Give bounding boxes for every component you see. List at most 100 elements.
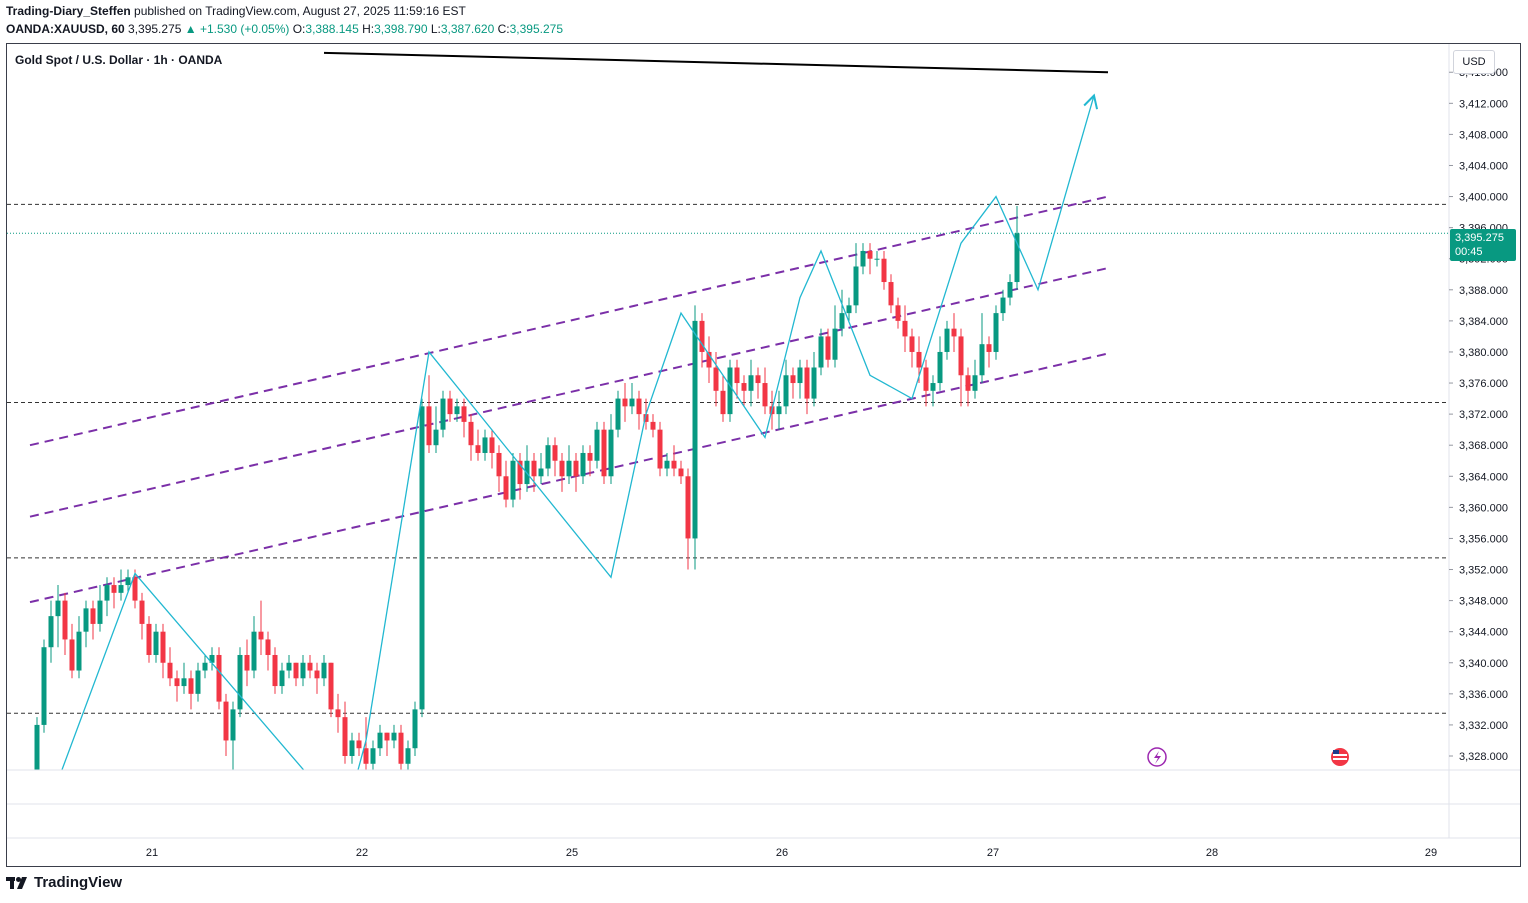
candle-body bbox=[195, 670, 201, 694]
candle-body bbox=[741, 383, 747, 391]
published-text: published on TradingView.com, August 27,… bbox=[130, 4, 466, 18]
flag-stripe bbox=[1333, 754, 1347, 756]
candle-body bbox=[664, 460, 670, 469]
channel-line-0 bbox=[29, 195, 1109, 447]
candle-body bbox=[615, 398, 621, 430]
open-value: 3,388.145 bbox=[305, 22, 359, 36]
candle-body bbox=[118, 585, 124, 593]
candle-body bbox=[503, 476, 509, 500]
candle-body bbox=[76, 631, 82, 671]
channel-line-1 bbox=[29, 267, 1109, 518]
candle-body bbox=[538, 468, 544, 477]
candle-body bbox=[979, 344, 985, 376]
candle-body bbox=[90, 608, 96, 624]
candle-body bbox=[713, 367, 719, 391]
candle-body bbox=[944, 328, 950, 352]
current-price-tag: 3,395.275 00:45 bbox=[1450, 229, 1516, 261]
candle-body bbox=[314, 670, 320, 679]
y-tick-label: 3,352.000 bbox=[1459, 565, 1508, 577]
x-tick-label: 26 bbox=[776, 847, 788, 859]
plot-area[interactable] bbox=[7, 51, 1449, 818]
candle-body bbox=[566, 460, 572, 477]
candle-body bbox=[867, 250, 873, 259]
candle-body bbox=[62, 600, 68, 640]
y-tick-label: 3,340.000 bbox=[1459, 658, 1508, 670]
author-name[interactable]: Trading-Diary_Steffen bbox=[6, 4, 131, 18]
y-tick-label: 3,400.000 bbox=[1459, 192, 1508, 204]
y-tick-label: 3,360.000 bbox=[1459, 502, 1508, 514]
y-tick-label: 3,412.000 bbox=[1459, 98, 1508, 110]
candle-body bbox=[643, 414, 649, 422]
candle-body bbox=[531, 460, 537, 477]
candle-body bbox=[783, 375, 789, 407]
y-tick-label: 3,368.000 bbox=[1459, 440, 1508, 452]
candle-body bbox=[790, 375, 796, 384]
high-label: H: bbox=[362, 22, 375, 36]
candle-body bbox=[328, 662, 334, 710]
candle-body bbox=[48, 616, 54, 648]
high-value: 3,398.790 bbox=[374, 22, 428, 36]
candle-body bbox=[174, 678, 180, 687]
candle-body bbox=[69, 639, 75, 671]
candle-body bbox=[489, 437, 495, 453]
candle-body bbox=[587, 452, 593, 461]
candle-body bbox=[384, 732, 390, 741]
candle-body bbox=[720, 390, 726, 415]
y-tick-label: 3,388.000 bbox=[1459, 285, 1508, 297]
candle-body bbox=[608, 429, 614, 477]
candle-body bbox=[181, 678, 187, 687]
candle-body bbox=[41, 647, 47, 725]
candle-body bbox=[370, 748, 376, 764]
candle-body bbox=[776, 406, 782, 415]
candle-body bbox=[377, 732, 383, 749]
candle-body bbox=[55, 600, 61, 617]
candle-body bbox=[860, 250, 866, 267]
candle-body bbox=[853, 266, 859, 306]
candle-body bbox=[818, 336, 824, 368]
candle-body bbox=[202, 662, 208, 671]
y-tick-label: 3,384.000 bbox=[1459, 316, 1508, 328]
candle-body bbox=[251, 631, 257, 671]
candle-body bbox=[461, 406, 467, 422]
candle-body bbox=[671, 460, 677, 469]
y-tick-label: 3,408.000 bbox=[1459, 129, 1508, 141]
candle-body bbox=[923, 367, 929, 391]
candle-body bbox=[188, 678, 194, 694]
trend-line-bottom bbox=[940, 791, 1108, 818]
currency-button[interactable]: USD bbox=[1453, 50, 1495, 74]
x-tick-label: 22 bbox=[356, 847, 368, 859]
candle-body bbox=[398, 732, 404, 764]
candle-body bbox=[748, 375, 754, 391]
y-tick-label: 3,344.000 bbox=[1459, 627, 1508, 639]
candle-body bbox=[510, 460, 516, 500]
candle-body bbox=[279, 670, 285, 687]
candle-body bbox=[230, 709, 236, 741]
candle-body bbox=[594, 429, 600, 461]
candle-body bbox=[28, 795, 33, 818]
low-value: 3,387.620 bbox=[440, 22, 495, 36]
candle-body bbox=[363, 748, 369, 764]
candle-body bbox=[846, 305, 852, 314]
candle-body bbox=[272, 654, 278, 687]
candle-body bbox=[244, 654, 250, 671]
candle-body bbox=[391, 732, 397, 741]
candle-body bbox=[678, 468, 684, 477]
bar-countdown: 00:45 bbox=[1455, 246, 1483, 258]
candle-body bbox=[419, 406, 425, 710]
candle-body bbox=[300, 662, 306, 679]
candle-body bbox=[895, 305, 901, 321]
y-tick-label: 3,332.000 bbox=[1459, 720, 1508, 732]
candle-body bbox=[622, 398, 628, 407]
candle-body bbox=[216, 654, 222, 702]
candle-body bbox=[209, 654, 215, 663]
candle-body bbox=[685, 476, 691, 539]
low-label: L: bbox=[430, 22, 441, 36]
candle-body bbox=[965, 375, 971, 391]
trend-line-top bbox=[323, 51, 1109, 74]
candle-body bbox=[433, 429, 439, 446]
tradingview-footer[interactable]: TradingView bbox=[6, 874, 122, 891]
symbol-label: OANDA:XAUUSD, 60 bbox=[6, 22, 125, 36]
projection-path bbox=[61, 95, 1095, 770]
candle-body bbox=[650, 421, 656, 430]
